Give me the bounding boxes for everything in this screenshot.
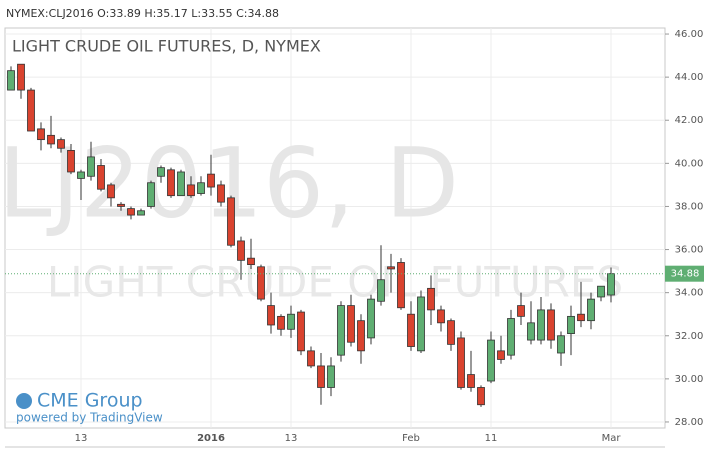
candle-body [507, 318, 515, 356]
candle-body [367, 298, 375, 339]
candle-body [177, 171, 185, 197]
candle-body [147, 182, 155, 207]
candle-body [187, 184, 195, 197]
plot-frame [4, 27, 666, 429]
candle-body [7, 70, 15, 91]
candle-body [107, 184, 115, 199]
candle-body [397, 262, 405, 309]
candle-body [447, 320, 455, 345]
candle-body [167, 169, 175, 197]
y-tick-label: 46.00 [675, 29, 704, 40]
y-tick-label: 36.00 [675, 245, 704, 256]
candle-body [127, 208, 135, 216]
candle-body [287, 313, 295, 330]
candle-body [407, 313, 415, 347]
candle-body [417, 296, 425, 352]
candle-body [537, 309, 545, 341]
candle-body [307, 350, 315, 367]
x-tick-label: 2016 [197, 433, 225, 444]
candle-body [437, 309, 445, 324]
x-tick-label: Feb [402, 433, 420, 444]
y-tick-label: 44.00 [675, 72, 704, 83]
candle-body [387, 266, 395, 270]
candle-body [217, 184, 225, 203]
candle-body [457, 337, 465, 388]
candle-body [477, 387, 485, 406]
candle-body [37, 128, 45, 141]
candle-body [587, 298, 595, 322]
y-tick-label: 42.00 [675, 115, 704, 126]
candle-body [577, 313, 585, 322]
candle-body [347, 305, 355, 343]
candle-body [197, 182, 205, 194]
watermark-subtitle: LIGHT CRUDE OIL FUTURES [47, 258, 623, 307]
candle-body [67, 150, 75, 173]
logo-subtitle: powered by TradingView [16, 411, 163, 425]
candle-body [57, 139, 65, 149]
candle-body [357, 320, 365, 352]
candle-body [247, 257, 255, 266]
candle-body [227, 197, 235, 246]
x-tick-label: 13 [285, 433, 298, 444]
candle-body [607, 273, 615, 296]
candle-body [597, 285, 605, 298]
y-tick-label: 40.00 [675, 158, 704, 169]
candle-body [567, 315, 575, 335]
chart-title: LIGHT CRUDE OIL FUTURES, D, NYMEX [12, 37, 321, 56]
candle-body [427, 287, 435, 311]
candle-body [47, 134, 55, 145]
candle-body [157, 167, 165, 177]
candle-body [87, 156, 95, 177]
y-tick-label: 38.00 [675, 201, 704, 212]
last-price-label: 34.88 [671, 269, 700, 280]
candle-body [137, 210, 145, 216]
candle-body [77, 171, 85, 179]
candle-body [257, 266, 265, 300]
candle-body [17, 63, 25, 91]
candle-body [297, 311, 305, 352]
y-tick-label: 32.00 [675, 331, 704, 342]
header: NYMEX:CLJ2016 O:33.89 H:35.17 L:33.55 C:… [6, 7, 279, 20]
logo: CME Group [37, 390, 143, 412]
candle-body [237, 240, 245, 261]
x-tick-label: Mar [602, 433, 622, 444]
candle-body [277, 315, 285, 330]
candle-body [317, 365, 325, 388]
y-tick-label: 34.00 [675, 288, 704, 299]
candle-body [527, 322, 535, 341]
candle-body [207, 173, 215, 188]
candle-body [487, 339, 495, 382]
candle-body [497, 350, 505, 360]
candle-body [547, 309, 555, 341]
candle-body [267, 305, 275, 326]
logo-icon [16, 393, 32, 409]
candle-body [327, 365, 335, 388]
candle-body [337, 305, 345, 356]
candle-body [97, 165, 105, 190]
candle-body [27, 89, 35, 132]
candle-body [117, 203, 125, 207]
candle-body [517, 305, 525, 317]
y-tick-label: 28.00 [675, 417, 704, 428]
last-price-box [665, 265, 704, 282]
x-tick-label: 13 [75, 433, 88, 444]
x-tick-label: 11 [485, 433, 498, 444]
candle-body [467, 374, 475, 388]
candle-body [557, 335, 565, 354]
candle-body [377, 279, 385, 302]
y-tick-label: 30.00 [675, 374, 704, 385]
